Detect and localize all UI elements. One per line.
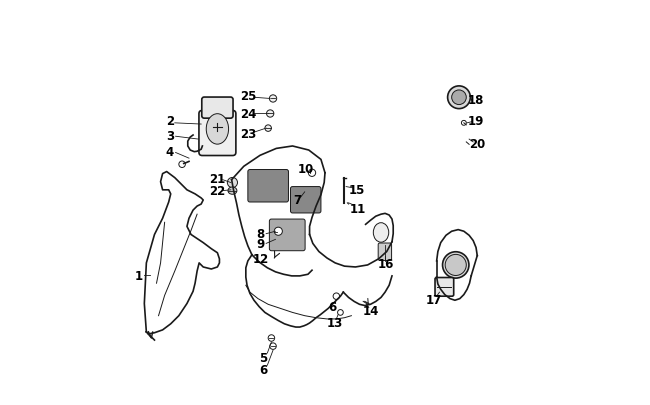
Circle shape: [265, 126, 272, 132]
Text: 16: 16: [378, 258, 394, 271]
Circle shape: [337, 310, 343, 315]
FancyBboxPatch shape: [269, 220, 305, 251]
Circle shape: [269, 96, 277, 103]
Text: 21: 21: [209, 173, 226, 185]
Text: 19: 19: [468, 115, 484, 128]
Circle shape: [179, 162, 185, 168]
Text: 8: 8: [257, 228, 265, 241]
FancyBboxPatch shape: [199, 111, 236, 156]
Text: 13: 13: [327, 317, 343, 330]
Text: 20: 20: [469, 137, 486, 150]
FancyBboxPatch shape: [202, 98, 233, 119]
Text: 6: 6: [259, 363, 267, 376]
Text: 17: 17: [426, 293, 442, 306]
Circle shape: [452, 91, 466, 105]
Text: 22: 22: [209, 185, 226, 198]
Text: 3: 3: [166, 130, 174, 143]
Circle shape: [268, 335, 275, 341]
Ellipse shape: [227, 178, 237, 188]
FancyBboxPatch shape: [291, 187, 321, 213]
Text: 12: 12: [253, 252, 269, 265]
Text: 18: 18: [468, 94, 484, 107]
Text: 7: 7: [293, 194, 302, 207]
Text: 23: 23: [240, 128, 257, 141]
Text: 6: 6: [328, 301, 337, 313]
Ellipse shape: [206, 114, 229, 145]
Text: 24: 24: [240, 108, 257, 121]
Ellipse shape: [373, 223, 389, 243]
Text: 14: 14: [362, 305, 379, 318]
Text: 2: 2: [166, 115, 174, 128]
Text: 25: 25: [240, 90, 257, 103]
Text: 4: 4: [166, 146, 174, 159]
Circle shape: [270, 343, 276, 350]
FancyBboxPatch shape: [378, 243, 391, 261]
Text: 15: 15: [348, 183, 365, 196]
Text: 5: 5: [259, 351, 267, 364]
Ellipse shape: [445, 255, 466, 276]
Text: 11: 11: [350, 203, 367, 216]
FancyBboxPatch shape: [435, 278, 454, 296]
FancyBboxPatch shape: [248, 170, 289, 202]
Text: 1: 1: [135, 269, 143, 282]
Circle shape: [448, 87, 471, 109]
Circle shape: [462, 121, 466, 126]
Circle shape: [274, 228, 282, 236]
Text: 10: 10: [298, 162, 314, 175]
Circle shape: [333, 293, 339, 300]
Ellipse shape: [228, 188, 237, 195]
Ellipse shape: [443, 252, 469, 279]
Text: 9: 9: [257, 237, 265, 250]
Circle shape: [266, 111, 274, 118]
Circle shape: [308, 170, 316, 177]
